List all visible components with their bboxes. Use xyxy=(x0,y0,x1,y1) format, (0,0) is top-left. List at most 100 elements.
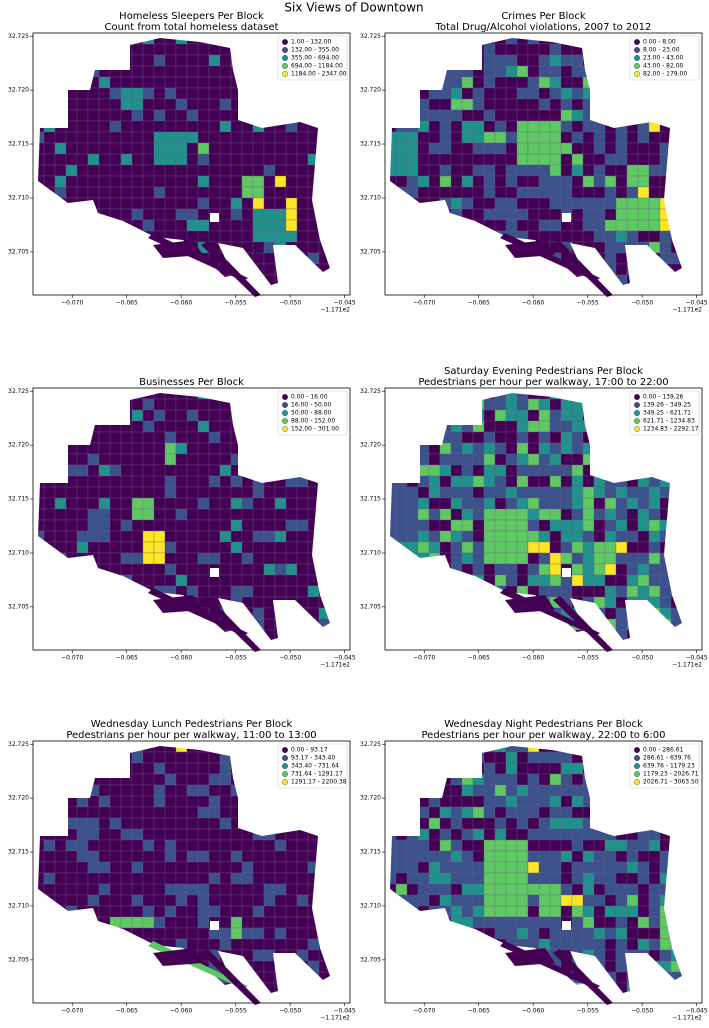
block xyxy=(494,175,507,188)
block xyxy=(87,508,100,521)
block xyxy=(307,120,320,133)
block xyxy=(296,164,309,177)
block xyxy=(54,618,67,631)
block xyxy=(197,486,210,499)
block xyxy=(285,274,298,285)
block xyxy=(505,486,518,499)
block xyxy=(428,164,441,177)
block xyxy=(483,971,496,984)
block xyxy=(461,420,474,433)
block xyxy=(582,38,595,45)
block xyxy=(164,263,177,276)
block xyxy=(483,618,496,631)
block xyxy=(571,87,584,100)
block xyxy=(241,746,254,753)
block xyxy=(505,197,518,210)
block xyxy=(516,927,529,940)
block xyxy=(483,431,496,444)
block xyxy=(483,817,496,830)
block xyxy=(197,475,210,488)
block xyxy=(142,142,155,155)
block xyxy=(395,38,408,45)
block xyxy=(505,784,518,797)
block xyxy=(98,960,111,973)
block xyxy=(571,475,584,488)
block xyxy=(538,420,551,433)
block xyxy=(428,751,441,764)
block xyxy=(483,795,496,808)
block xyxy=(230,486,243,499)
block xyxy=(76,442,89,455)
block xyxy=(274,453,287,466)
block xyxy=(76,574,89,587)
map-subtitle: Pedestrians per hour per walkway, 17:00 … xyxy=(418,377,668,388)
block xyxy=(406,76,419,89)
block xyxy=(450,585,463,598)
block xyxy=(208,65,221,78)
block xyxy=(43,607,56,620)
block xyxy=(274,894,287,907)
block xyxy=(230,872,243,885)
block xyxy=(263,153,276,166)
block xyxy=(263,563,276,576)
block xyxy=(428,43,441,56)
block xyxy=(230,43,243,56)
block xyxy=(615,131,628,144)
block xyxy=(175,828,188,841)
block xyxy=(582,508,595,521)
block xyxy=(395,76,408,89)
block xyxy=(648,274,661,285)
block xyxy=(38,508,45,521)
block xyxy=(604,949,617,962)
block xyxy=(318,938,330,951)
block xyxy=(230,475,243,488)
block xyxy=(153,153,166,166)
block xyxy=(626,274,639,285)
block xyxy=(65,784,78,797)
block xyxy=(472,241,485,254)
block xyxy=(307,894,320,907)
block xyxy=(395,153,408,166)
block xyxy=(390,563,397,576)
legend-marker xyxy=(634,63,640,69)
block xyxy=(505,65,518,78)
block xyxy=(461,497,474,510)
block xyxy=(109,208,122,221)
block xyxy=(516,828,529,841)
block xyxy=(549,175,562,188)
block xyxy=(208,393,221,400)
block xyxy=(390,828,397,841)
block xyxy=(307,971,320,984)
block xyxy=(307,186,320,199)
block xyxy=(428,585,441,598)
block xyxy=(406,806,419,819)
block xyxy=(395,563,408,576)
block xyxy=(274,949,287,962)
block xyxy=(428,153,441,166)
block xyxy=(98,241,111,254)
block xyxy=(527,208,540,221)
block xyxy=(483,219,496,232)
legend-box xyxy=(629,390,700,436)
block xyxy=(318,850,330,863)
block xyxy=(439,398,452,411)
block xyxy=(241,409,254,422)
block xyxy=(252,585,265,598)
block xyxy=(390,596,397,609)
block xyxy=(670,872,682,885)
block xyxy=(461,142,474,155)
block xyxy=(241,420,254,433)
block xyxy=(593,552,606,565)
block xyxy=(43,574,56,587)
block xyxy=(109,905,122,918)
block xyxy=(626,120,639,133)
block xyxy=(65,949,78,962)
block xyxy=(142,263,155,276)
block xyxy=(659,175,672,188)
block xyxy=(54,541,67,554)
block xyxy=(230,960,243,973)
block xyxy=(461,274,474,285)
block xyxy=(263,519,276,532)
block xyxy=(527,762,540,775)
block xyxy=(593,828,606,841)
